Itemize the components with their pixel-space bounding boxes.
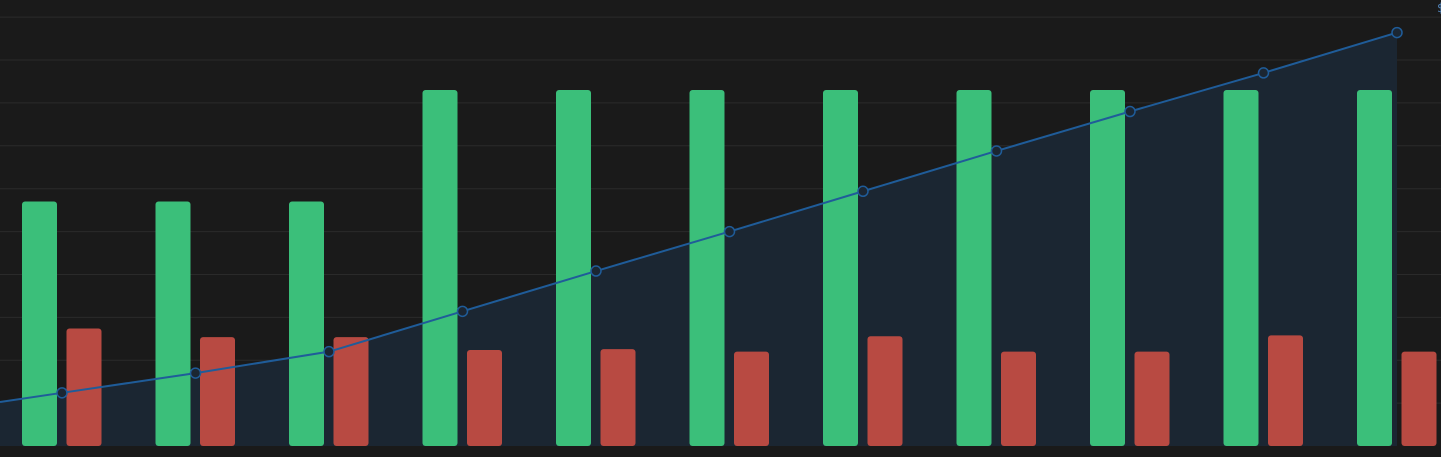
green-bar[interactable] [556,90,591,447]
cumulative-points [56,26,1403,399]
red-bar[interactable] [66,328,102,446]
cumulative-point[interactable] [590,265,602,277]
green-bar[interactable] [422,90,458,447]
cumulative-point[interactable] [456,305,469,318]
green-bar[interactable] [689,90,725,447]
red-bar[interactable] [1001,351,1036,446]
cumulative-line [0,31,1398,403]
cumulative-point[interactable] [723,225,736,238]
cumulative-point[interactable] [1391,26,1403,39]
green-bar[interactable] [823,90,858,447]
cumulative-point[interactable] [1257,67,1270,79]
red-bar[interactable] [467,349,502,446]
red-bar[interactable] [734,351,769,446]
red-bar[interactable] [1268,335,1303,446]
green-bar[interactable] [1357,90,1392,447]
green-bar[interactable] [956,90,992,447]
bar-series-group [22,90,1437,447]
cumulative-point[interactable] [189,367,202,379]
green-bar[interactable] [22,201,57,446]
corner-label: $ [1437,1,1441,15]
cumulative-point[interactable] [56,387,68,399]
green-bar[interactable] [155,201,191,446]
green-bar[interactable] [1090,90,1125,447]
cumulative-point[interactable] [857,185,869,198]
cumulative-line-series [0,31,1398,403]
red-bar[interactable] [200,337,235,446]
cumulative-point[interactable] [323,345,335,358]
red-bar[interactable] [600,349,636,446]
red-bar[interactable] [1401,351,1437,446]
red-bar[interactable] [1134,351,1170,446]
red-bar[interactable] [333,337,369,446]
green-bar[interactable] [1223,90,1259,447]
cumulative-point[interactable] [990,145,1003,157]
green-bar[interactable] [289,201,324,446]
red-bar[interactable] [867,336,903,446]
cumulative-point[interactable] [1124,105,1136,118]
